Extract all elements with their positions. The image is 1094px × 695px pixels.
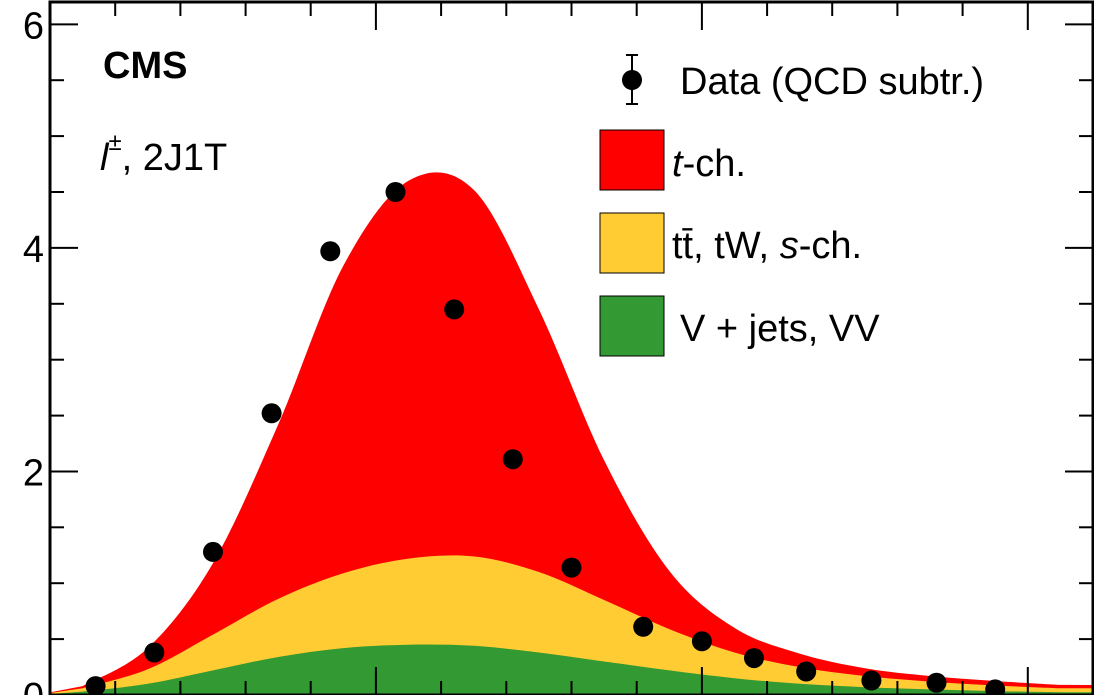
data-point xyxy=(85,676,106,695)
data-point xyxy=(926,672,947,693)
experiment-label: CMS xyxy=(103,45,187,87)
y-tick-label: 6 xyxy=(23,5,44,47)
data-point xyxy=(320,241,341,262)
channel-label: l±, 2J1T xyxy=(100,129,227,179)
data-point xyxy=(502,449,523,470)
legend-swatch-tch xyxy=(599,129,665,191)
channel-lepton: l xyxy=(100,137,110,179)
legend-label-tch: t-ch. xyxy=(672,143,746,185)
data-point xyxy=(985,679,1006,695)
data-point xyxy=(633,616,654,637)
data-point xyxy=(203,541,223,562)
stacked-area-layer xyxy=(50,172,1093,695)
data-point xyxy=(744,648,764,669)
legend-label-vjets: V + jets, VV xyxy=(680,308,880,350)
data-point xyxy=(796,661,817,682)
data-point xyxy=(861,670,882,691)
data-point xyxy=(261,403,282,424)
area-t-ch xyxy=(50,172,1093,695)
legend-entry-vjets: V + jets, VV xyxy=(599,295,880,357)
legend-data-marker xyxy=(622,70,642,90)
legend-swatch-ttbar xyxy=(599,212,665,274)
data-points-layer xyxy=(85,182,1006,695)
axis-ticks-layer: 0 2 4 6 xyxy=(23,2,1093,695)
legend-entry-ttbar: tt̄, tW, s-ch. xyxy=(599,212,862,274)
channel-selection: , 2J1T xyxy=(122,137,228,179)
data-point xyxy=(144,642,165,663)
legend-entry-data: Data (QCD subtr.) xyxy=(622,54,984,105)
data-point xyxy=(561,557,582,578)
y-tick-label: 0 xyxy=(23,676,44,695)
data-point xyxy=(691,631,712,652)
y-tick-label: 2 xyxy=(23,453,44,495)
legend: Data (QCD subtr.) t-ch. tt̄, tW, s-ch. V… xyxy=(599,54,984,357)
data-point xyxy=(444,299,465,320)
y-tick-label: 4 xyxy=(23,229,44,271)
legend-label-data: Data (QCD subtr.) xyxy=(680,61,984,103)
legend-entry-tch: t-ch. xyxy=(599,129,746,191)
legend-swatch-vjets xyxy=(599,295,665,357)
data-point xyxy=(385,182,406,202)
channel-charge: ± xyxy=(108,129,121,156)
legend-label-ttbar: tt̄, tW, s-ch. xyxy=(672,225,862,267)
